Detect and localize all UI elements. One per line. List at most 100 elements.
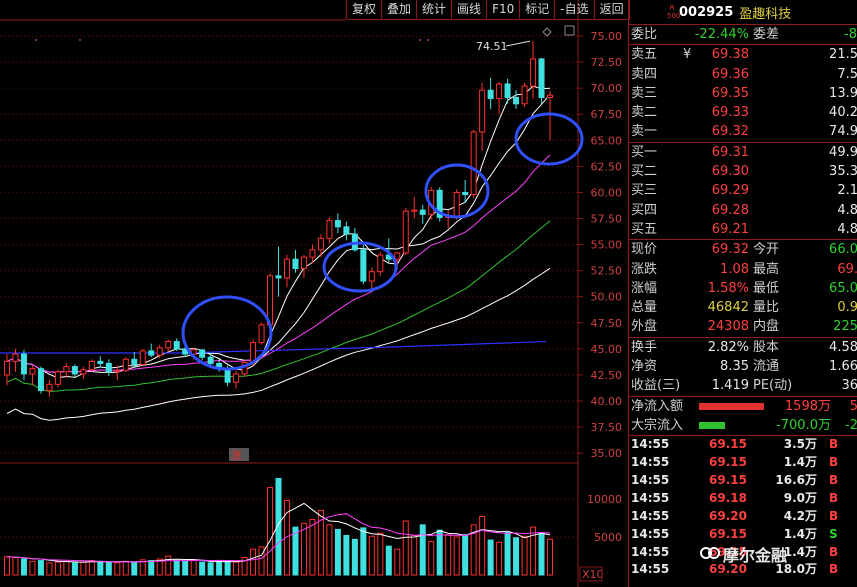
volume-bar [224,560,231,576]
toolbar-button-2[interactable]: 统计 [417,0,453,20]
trade-volume: 9.0万 [783,490,817,505]
trade-row: 14:55 69.20 4.2万 B [629,508,857,526]
panel-toggle-icon[interactable] [564,25,575,36]
volume-bar [411,534,418,576]
candle [275,246,282,297]
flow-value: -700.0万 [776,417,831,433]
bid-levels: 买一 69.31 49.9 买二 69.30 35.3 买三 69.29 2.1 买四 69.28 4… [629,143,857,241]
ask-volume: 7.5 [837,66,857,82]
bid-price: 69.31 [711,144,749,160]
quote-row: 现价 69.32 今开 66.0 [629,240,857,259]
toolbar-button-4[interactable]: F10 [487,0,521,20]
highlight-circles [181,112,584,371]
toolbar-button-7[interactable]: 返回 [594,0,630,20]
quote-value-2: 66.0 [829,242,857,258]
ask-volume: 74.9 [829,124,857,140]
quote-label: 现价 [631,242,658,258]
volume-bar [326,524,333,576]
candle [97,356,104,368]
flow-bar [699,402,764,410]
volume-bar [139,559,146,576]
stat-value-2: 36 [841,378,857,394]
volume-bar [317,509,324,576]
volume-bar [360,527,367,576]
stat-label-2: 流通 [753,359,780,375]
price-tick-label: 67.50 [591,108,623,121]
candle [241,360,248,378]
candle [37,366,44,394]
volume-bar [71,562,78,576]
highlight-circle [181,295,273,371]
trade-price: 69.18 [709,490,747,505]
ma-20-line [6,154,551,373]
price-tick-label: 75.00 [591,30,623,43]
ask-row: 卖四 69.36 7.5 [629,65,857,84]
volume-bar [97,560,104,576]
trade-price: 69.15 [709,455,747,470]
quote-stats: 现价 69.32 今开 66.0 涨跌 1.08 最高 69. 涨幅 1.58% 最低 65.0 总量 4… [629,240,857,338]
volume-bar [334,528,341,576]
quote-label: 涨跌 [631,261,658,277]
volume-bar [521,535,528,576]
toolbar-button-5[interactable]: 标记 [520,0,556,20]
bid-row: 买三 69.29 2.1 [629,181,857,200]
quote-label: 总量 [631,300,658,316]
bid-label: 买二 [631,164,658,180]
candle [368,267,375,291]
ask-symbol: ¥ [683,47,692,63]
bid-label: 买一 [631,144,658,160]
volume-bar [54,561,61,576]
volume-bar [470,524,477,576]
trade-time: 14:55 [631,526,670,541]
stock-code[interactable]: 002925 [679,4,734,20]
chart-annotations: 74.51 涨 [229,25,575,462]
quote-value: 69.32 [711,242,749,258]
toolbar-button-1[interactable]: 叠加 [382,0,418,20]
fundamental-stats: 换手 2.82% 股本 4.58 净资 8.35 流通 1.66 收益(三) 1.419 PE(动)… [629,338,857,397]
ma-10-line [6,94,551,373]
stat-row: 换手 2.82% 股本 4.58 [629,338,857,357]
candle [470,129,477,198]
candle [300,255,307,278]
volume-bar [46,562,53,576]
price-tick-label: 50.00 [591,291,623,304]
toolbar-button-0[interactable]: 复权 [347,0,383,20]
volume-bar [513,537,520,576]
flow-label: 净流入额 [631,398,684,414]
watermark-text: 摩尔金融 [723,546,788,565]
ma-long-line [0,340,547,354]
candle [4,354,10,386]
trade-time: 14:55 [631,455,670,470]
volume-bar [63,560,70,576]
price-tick-label: 72.50 [591,56,623,69]
volume-bar [122,560,129,576]
bid-price: 69.21 [711,221,749,237]
price-tick-label: 47.50 [591,317,623,330]
candle [445,210,452,228]
volume-bar [267,487,274,576]
trade-ticks: 14:55 69.15 3.5万 B 14:55 69.15 1.4万 B 14:55 69.15… [629,436,857,579]
trade-time: 14:55 [631,490,670,505]
high-price-label: 74.51 [476,40,508,53]
candle [165,339,172,352]
ask-volume: 21.5 [829,47,857,63]
trade-side: B [829,473,839,488]
ask-price: 69.36 [711,66,749,82]
toolbar-button-6[interactable]: -自选 [555,0,595,20]
volume-scale-label: X10 [582,568,604,581]
highlight-circle [424,163,490,219]
candle [487,77,494,109]
stat-value-2: 4.58 [829,339,857,355]
candle [334,213,341,234]
price-tick-label: 35.00 [591,447,623,460]
toolbar-button-3[interactable]: 画线 [452,0,488,20]
stock-name[interactable]: 盈趣科技 [739,6,792,22]
price-tick-label: 45.00 [591,343,623,356]
highlight-circle [514,112,584,166]
price-tick-label: 57.50 [591,213,623,226]
kline-chart[interactable]: 75.00 72.50 70.00 67.50 65.00 62.50 60.00 57.50… [0,0,628,587]
candle [479,82,486,151]
stat-label-2: 股本 [753,339,780,355]
candle [292,249,299,273]
candle [71,364,78,378]
